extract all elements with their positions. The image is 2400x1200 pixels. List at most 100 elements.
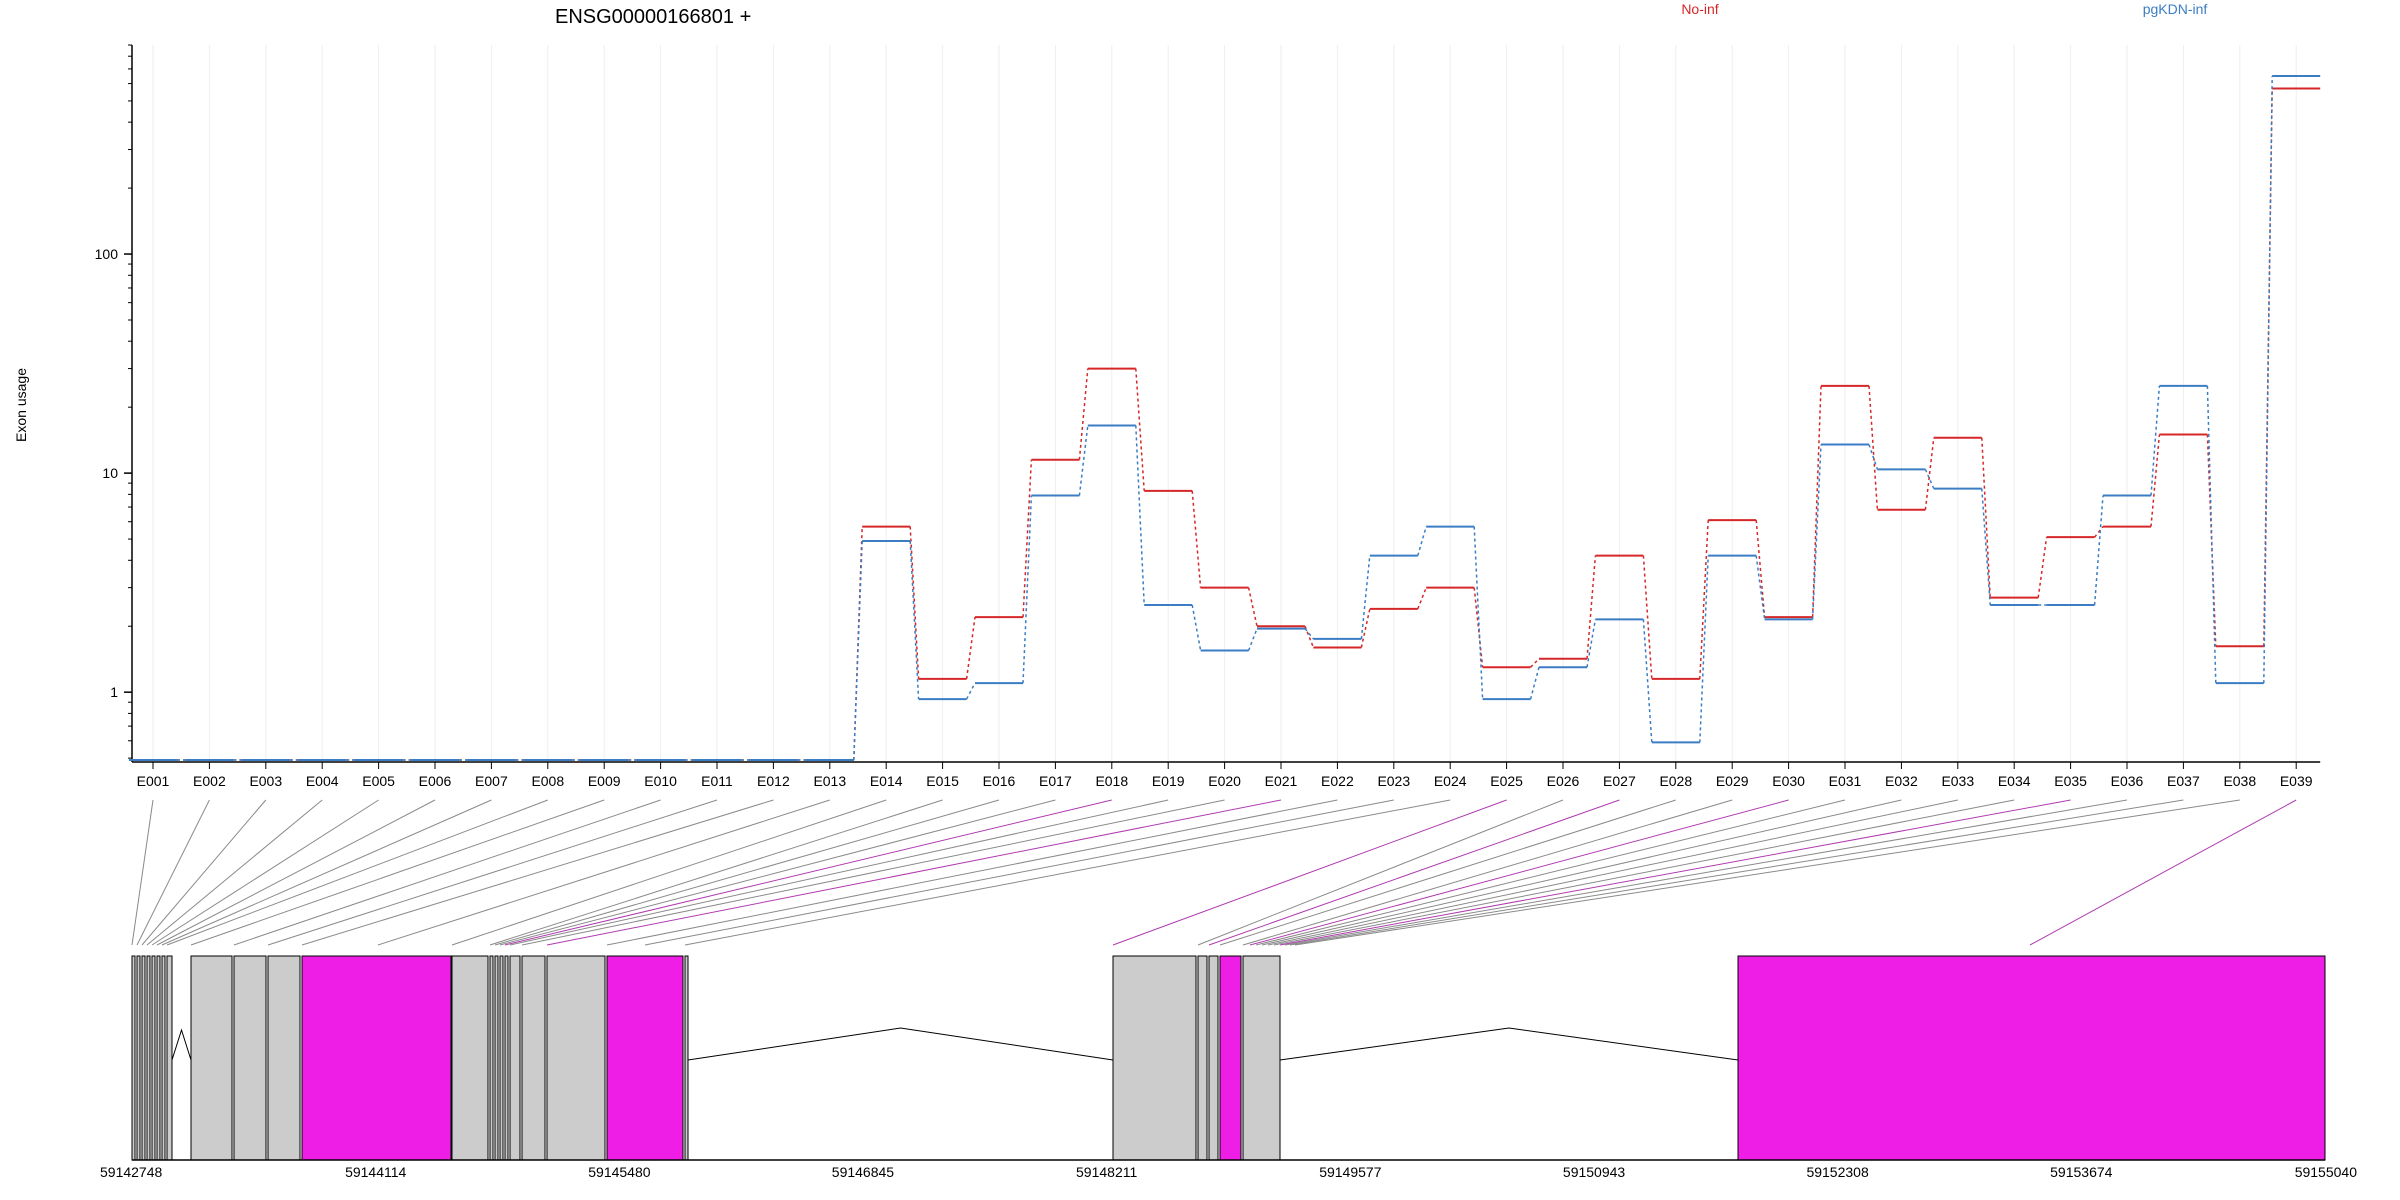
exon-link-line — [489, 799, 943, 946]
exon-usage-connector — [1811, 444, 1822, 620]
exon-box — [521, 955, 546, 1161]
x-tick-label: E017 — [1039, 773, 1072, 789]
exon-usage-connector — [2094, 526, 2104, 538]
x-tick-label: E019 — [1152, 773, 1185, 789]
exon-link-line — [1255, 799, 1846, 946]
exon-link-line — [1279, 799, 2071, 946]
exon-box — [136, 955, 141, 1161]
coordinate-tick-label: 59155040 — [2295, 1164, 2358, 1180]
x-tick-label: E014 — [870, 773, 903, 789]
exon-link-line — [1112, 799, 1507, 946]
exon-box — [504, 955, 509, 1161]
exon-box — [141, 955, 146, 1161]
x-tick-label: E022 — [1321, 773, 1354, 789]
coordinate-tick-label: 59152308 — [1806, 1164, 1869, 1180]
exon-box — [489, 955, 494, 1161]
x-tick-label: E018 — [1095, 773, 1128, 789]
x-tick-label: E021 — [1265, 773, 1298, 789]
grid-lines — [152, 45, 2297, 762]
x-tick-label: E038 — [2223, 773, 2256, 789]
coordinate-tick-label: 59153674 — [2050, 1164, 2113, 1180]
x-tick-label: E027 — [1603, 773, 1636, 789]
x-tick-label: E028 — [1659, 773, 1692, 789]
exon-link-line — [644, 799, 1394, 946]
exon-link-line — [233, 799, 661, 946]
exon-usage-connector — [1811, 385, 1822, 618]
x-tick-label: E030 — [1772, 773, 1805, 789]
exon-usage-connector — [1699, 555, 1709, 743]
exon-link-line — [301, 799, 774, 946]
y-tick-label: 100 — [95, 246, 119, 262]
exon-usage-connector — [1642, 555, 1653, 679]
exon-usage-connector — [2263, 75, 2273, 684]
exon-link-line — [1219, 799, 1676, 946]
exon-box — [451, 955, 489, 1161]
exon-usage-connector — [853, 540, 863, 761]
exon-usage-connector — [1417, 587, 1427, 610]
exon-usage-connector — [2037, 537, 2048, 598]
exon-usage-connector — [2093, 495, 2104, 606]
x-tick-label: E011 — [701, 773, 733, 789]
axes: 1 10 100 E001 E002 E003 E004 E005 E006 E007 E008 E0… — [95, 44, 2321, 789]
exon-usage-connector — [1360, 555, 1371, 640]
exon-usage-connector — [2263, 88, 2273, 647]
exon-link-line — [1208, 799, 1620, 946]
exon-box — [190, 955, 233, 1161]
exon-link-line — [146, 799, 323, 946]
exon-usage-connector — [1022, 495, 1033, 684]
x-tick-label: E032 — [1885, 773, 1918, 789]
exon-box — [494, 955, 499, 1161]
exon-link-line — [1242, 799, 1733, 946]
exon-usage-connector — [1304, 625, 1315, 648]
exon-usage-connector — [1360, 608, 1371, 648]
exon-link-line — [1273, 799, 2015, 946]
y-tick-label: 10 — [102, 465, 118, 481]
exon-box — [509, 955, 521, 1161]
coordinate-tick-label: 59148211 — [1076, 1164, 1137, 1180]
exon-box — [233, 955, 267, 1161]
legend-label-pgkdn-inf: pgKDN-inf — [2143, 1, 2208, 17]
y-tick-label: 1 — [110, 684, 118, 700]
x-tick-label: E015 — [926, 773, 959, 789]
intron-line — [171, 1028, 192, 1061]
chart-title: ENSG00000166801 + — [555, 6, 751, 28]
series-lines — [129, 74, 2321, 762]
exon-usage-connector — [1417, 526, 1427, 556]
series-pgkdn-inf — [129, 74, 2321, 762]
exon-link-line — [521, 799, 1225, 946]
exon-usage-connector — [1755, 555, 1766, 620]
exon-usage-connector — [1304, 628, 1314, 640]
exon-usage-connector — [2206, 385, 2217, 684]
x-tick-label: E001 — [137, 773, 170, 789]
exon-usage-connector — [1586, 555, 1597, 659]
intron-line — [687, 1027, 1114, 1061]
exon-box — [151, 955, 156, 1161]
coordinate-tick-label: 59150943 — [1563, 1164, 1626, 1180]
exon-link-line — [141, 799, 267, 946]
exon-usage-connector — [1247, 587, 1258, 627]
exon-usage-connector — [1473, 587, 1484, 668]
x-tick-label: E034 — [1998, 773, 2031, 789]
exon-link-line — [2029, 799, 2297, 946]
exon-link-line — [1284, 799, 2128, 946]
x-tick-label: E023 — [1377, 773, 1410, 789]
x-tick-label: E024 — [1434, 773, 1467, 789]
exon-usage-connector — [1022, 459, 1033, 618]
legend-label-no-inf: No-inf — [1681, 1, 1718, 17]
exon-link-line — [684, 799, 1451, 946]
exon-usage-connector — [1868, 444, 1879, 470]
exon-box — [146, 955, 151, 1161]
exon-link-line — [161, 799, 492, 946]
exon-box — [267, 955, 301, 1161]
exon-link-line — [131, 799, 154, 946]
exon-usage-connector — [1868, 385, 1879, 510]
exon-usage-connector — [909, 540, 920, 700]
x-tick-label: E003 — [249, 773, 282, 789]
x-tick-label: E020 — [1208, 773, 1241, 789]
x-tick-label: E012 — [757, 773, 790, 789]
exon-link-line — [546, 799, 1282, 946]
y-axis-label: Exon usage — [13, 368, 29, 442]
exon-link-line — [494, 799, 1000, 946]
exon-box-highlighted — [1219, 955, 1242, 1161]
exon-box — [161, 955, 166, 1161]
